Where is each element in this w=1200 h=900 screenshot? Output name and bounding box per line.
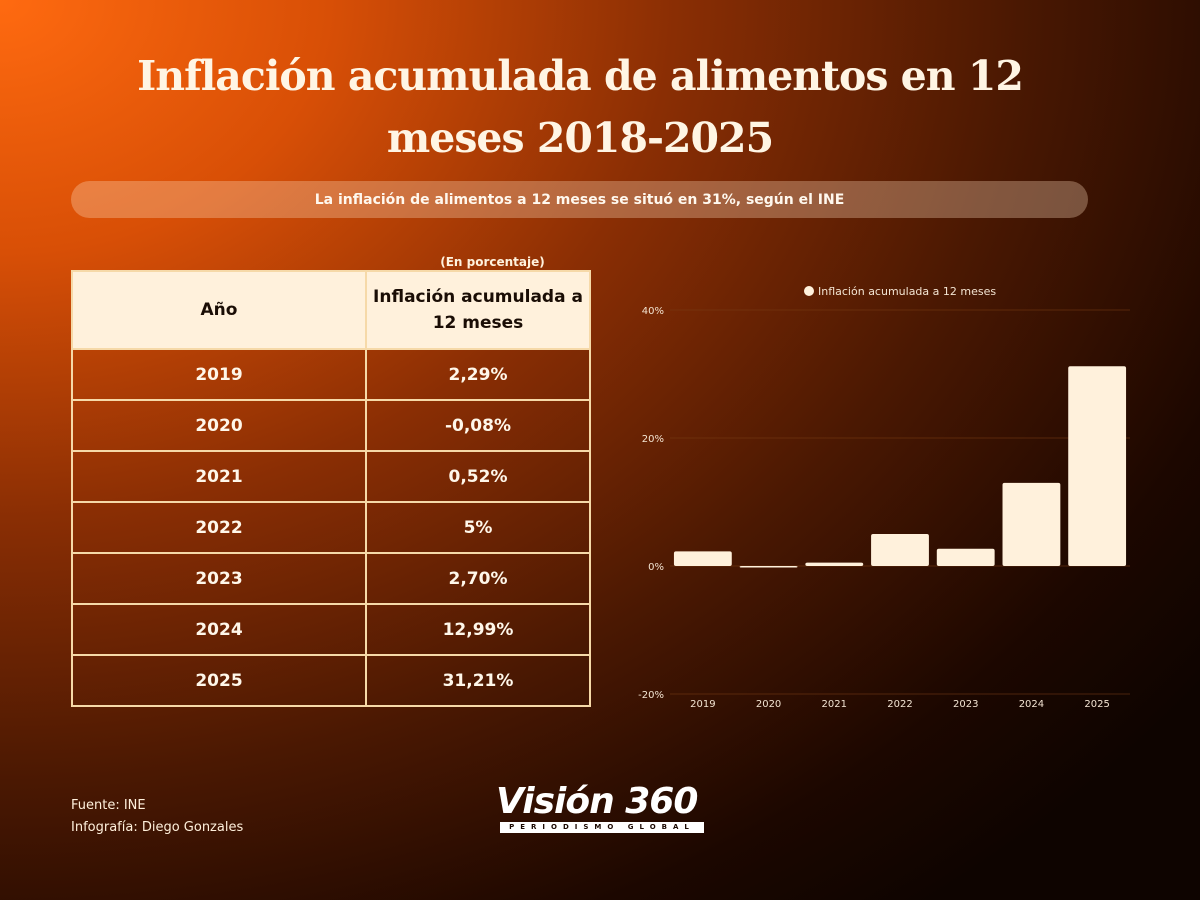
x-tick-label: 2024	[1019, 699, 1044, 710]
year-cell: 2024	[71, 603, 367, 656]
table-row: 2022 5%	[71, 501, 591, 554]
bar	[1068, 366, 1127, 566]
year-cell: 2019	[71, 348, 367, 401]
x-tick-label: 2022	[887, 699, 912, 710]
x-tick-label: 2020	[756, 699, 781, 710]
bar	[673, 551, 732, 566]
value-cell: 2,70%	[365, 552, 591, 605]
value-cell: 31,21%	[365, 654, 591, 707]
bar	[936, 548, 995, 566]
value-cell: -0,08%	[365, 399, 591, 452]
logo-tagline: PERIODISMO GLOBAL	[500, 822, 704, 833]
table-row: 2020 -0,08%	[71, 399, 591, 452]
table-row: 2021 0,52%	[71, 450, 591, 503]
x-tick-label: 2025	[1084, 699, 1109, 710]
bar	[805, 562, 864, 566]
value-cell: 2,29%	[365, 348, 591, 401]
legend-label: Inflación acumulada a 12 meses	[818, 285, 996, 298]
inflation-table: Año Inflación acumulada a 12 meses 2019 …	[71, 270, 591, 707]
y-tick-label: 40%	[642, 306, 664, 317]
brand-logo: Visión 360 PERIODISMO GLOBAL	[496, 782, 708, 836]
table-row: 2019 2,29%	[71, 348, 591, 401]
table-row: 2025 31,21%	[71, 654, 591, 707]
title-line-1: Inflación acumulada de alimentos en 12	[137, 52, 1024, 100]
y-tick-label: 20%	[642, 434, 664, 445]
bar	[1002, 482, 1061, 566]
title-line-2: meses 2018-2025	[386, 114, 774, 162]
logo-wordmark: Visión 360	[496, 781, 698, 822]
table-row: 2024 12,99%	[71, 603, 591, 656]
page-title: Inflación acumulada de alimentos en 12 m…	[80, 45, 1080, 169]
year-cell: 2021	[71, 450, 367, 503]
bar	[871, 534, 929, 566]
subtitle-banner: La inflación de alimentos a 12 meses se …	[71, 181, 1088, 218]
bar-chart: -20% 0% 20% 40% 2019 2020 2021 2022 2023 2024 2025…	[638, 285, 1130, 710]
x-tick-label: 2021	[822, 699, 847, 710]
y-tick-label: 0%	[648, 562, 664, 573]
bar	[739, 566, 798, 568]
value-cell: 12,99%	[365, 603, 591, 656]
value-cell: 0,52%	[365, 450, 591, 503]
footer: Fuente: INE Infografía: Diego Gonzales	[71, 795, 243, 839]
header-year: Año	[71, 270, 367, 350]
year-cell: 2025	[71, 654, 367, 707]
value-cell: 5%	[365, 501, 591, 554]
y-tick-label: -20%	[638, 690, 664, 701]
table-header-row: Año Inflación acumulada a 12 meses	[71, 270, 591, 350]
subtitle-text: La inflación de alimentos a 12 meses se …	[314, 191, 845, 208]
source-text: Fuente: INE	[71, 798, 146, 813]
year-cell: 2022	[71, 501, 367, 554]
unit-note: (En porcentaje)	[440, 255, 545, 269]
credit-text: Infografía: Diego Gonzales	[71, 820, 244, 835]
year-cell: 2020	[71, 399, 367, 452]
x-tick-label: 2023	[953, 699, 978, 710]
table-row: 2023 2,70%	[71, 552, 591, 605]
legend-marker	[804, 286, 814, 296]
header-inflation: Inflación acumulada a 12 meses	[365, 270, 591, 350]
x-tick-label: 2019	[690, 699, 715, 710]
year-cell: 2023	[71, 552, 367, 605]
